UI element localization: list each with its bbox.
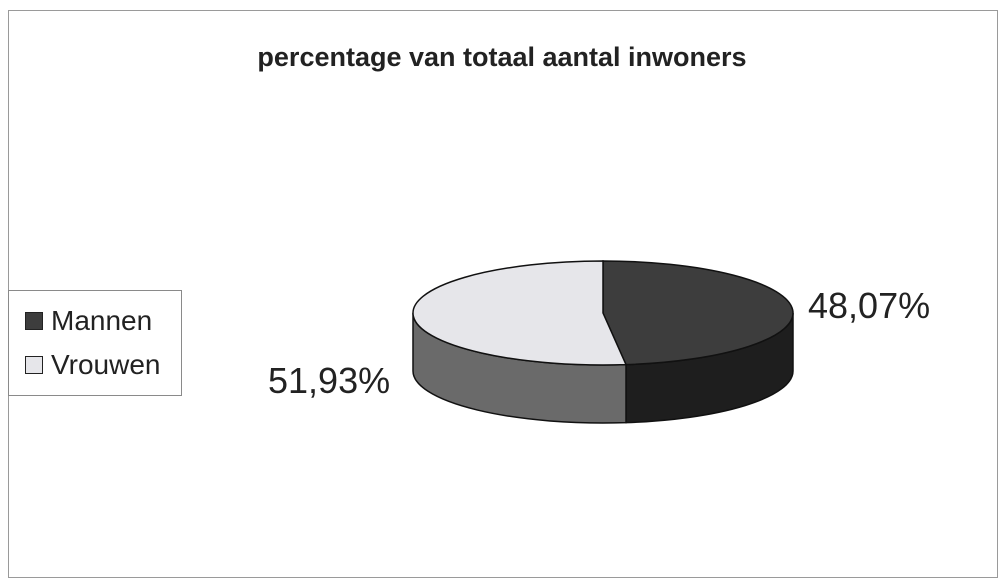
- legend-label-vrouwen: Vrouwen: [51, 349, 161, 380]
- legend: Mannen Vrouwen: [8, 290, 182, 396]
- data-label-mannen: 48,07%: [808, 285, 930, 326]
- pie-slice-vrouwen: [412, 260, 628, 366]
- legend-label-mannen: Mannen: [51, 305, 153, 336]
- legend-item-vrouwen: Vrouwen: [25, 349, 160, 381]
- data-label-vrouwen: 51,93%: [268, 360, 390, 401]
- legend-swatch-vrouwen: [25, 356, 43, 374]
- legend-item-mannen: Mannen: [25, 305, 152, 337]
- legend-swatch-mannen: [25, 312, 43, 330]
- chart-title: percentage van totaal aantal inwoners: [257, 42, 747, 72]
- pie-slice-mannen: [602, 260, 794, 366]
